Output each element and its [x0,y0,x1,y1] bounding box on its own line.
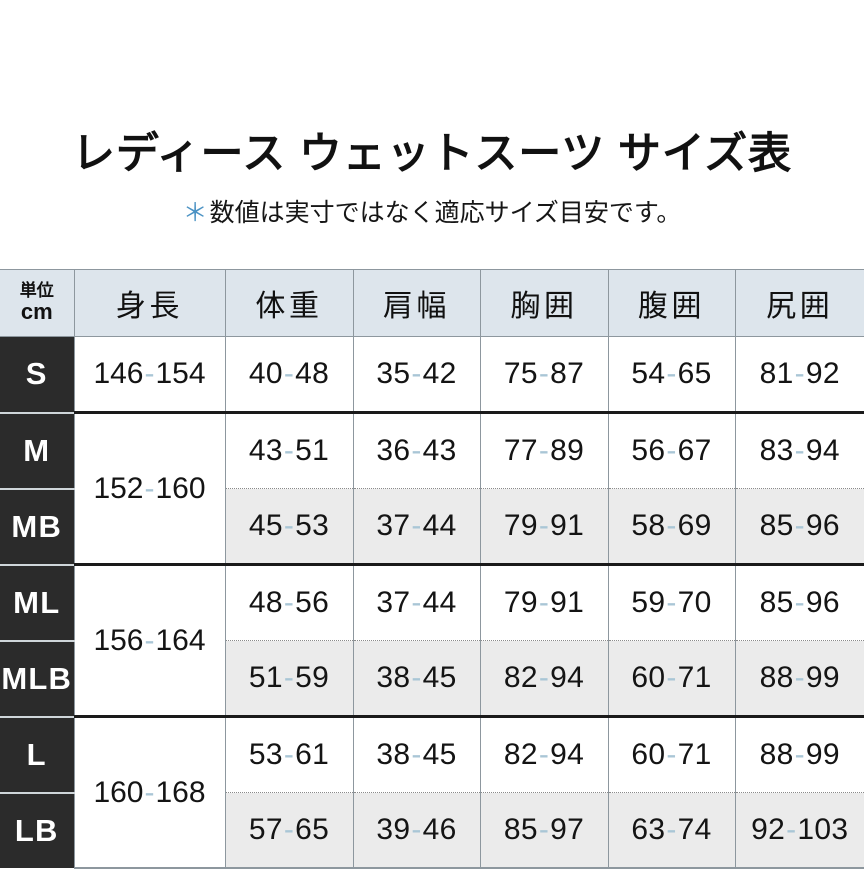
waist-range-cell: 63-74 [608,792,736,869]
waist-range-cell: 59-70 [608,564,736,641]
table-row: S 146-154 40-48 35-42 75-87 54-65 81-92 [0,336,864,414]
unit-header-cell: 単位 cm [0,269,75,337]
table-row: MLB 51-59 38-45 82-94 60-71 88-99 [0,640,864,718]
weight-range-cell: 40-48 [225,336,354,414]
unit-label-line1: 単位 [19,280,54,300]
height-range-cell: 152-160 [74,412,226,566]
asterisk-icon: ＊ [182,198,208,227]
shoulder-range-cell: 37-44 [353,564,481,641]
waist-range-cell: 56-67 [608,412,736,489]
chest-range-cell: 75-87 [480,336,609,414]
weight-range-cell: 57-65 [225,792,354,869]
height-range-cell: 160-168 [74,716,226,869]
shoulder-range-cell: 38-45 [353,716,481,793]
chest-range-cell: 79-91 [480,564,609,641]
column-header-hip: 尻囲 [735,269,864,337]
chest-range-cell: 82-94 [480,640,609,718]
table-row: M 152-160 43-51 36-43 77-89 56-67 83-94 [0,412,864,566]
shoulder-range-cell: 36-43 [353,412,481,489]
note-text: 数値は実寸ではなく適応サイズ目安です。 [209,198,682,227]
table-row: MB 45-53 37-44 79-91 58-69 85-96 [0,488,864,566]
waist-range-cell: 60-71 [608,640,736,718]
chest-range-cell: 82-94 [480,716,609,793]
column-header-height: 身長 [74,269,226,337]
table-row: ML 156-164 48-56 37-44 79-91 59-70 85-96 [0,564,864,718]
shoulder-range-cell: 37-44 [353,488,481,566]
column-header-shoulder: 肩幅 [353,269,481,337]
hip-range-cell: 92-103 [735,792,864,869]
hip-range-cell: 81-92 [735,336,864,414]
column-header-chest: 胸囲 [480,269,609,337]
size-label-mb: MB [0,488,75,566]
page-subtitle: ＊数値は実寸ではなく適応サイズ目安です。 [0,198,864,228]
weight-range-cell: 51-59 [225,640,354,718]
column-header-waist: 腹囲 [608,269,736,337]
table-head: 単位 cm 身長 体重 肩幅 胸囲 腹囲 尻囲 [0,269,864,337]
hip-range-cell: 85-96 [735,488,864,566]
size-label-ml: ML [0,564,75,642]
page-title: レディース ウェットスーツ サイズ表 [71,130,793,178]
chest-range-cell: 79-91 [480,488,609,566]
weight-range-cell: 45-53 [225,488,354,566]
hip-range-cell: 88-99 [735,716,864,793]
hip-range-cell: 83-94 [735,412,864,489]
weight-range-cell: 53-61 [225,716,354,793]
hip-range-cell: 85-96 [735,564,864,641]
size-label-l: L [0,716,75,794]
height-range-cell: 146-154 [74,336,226,414]
table-body: S 146-154 40-48 35-42 75-87 54-65 81-92 M 152-16… [0,336,864,869]
weight-range-cell: 43-51 [225,412,354,489]
size-label-mlb: MLB [0,640,75,718]
hip-range-cell: 88-99 [735,640,864,718]
size-label-lb: LB [0,792,75,868]
size-table: 単位 cm 身長 体重 肩幅 胸囲 腹囲 尻囲 S 146-154 40-48 35-… [0,269,864,869]
unit-label-line2: cm [20,299,53,325]
chest-range-cell: 85-97 [480,792,609,869]
waist-range-cell: 54-65 [608,336,736,414]
size-label-m: M [0,412,75,490]
shoulder-range-cell: 39-46 [353,792,481,869]
heading-block: レディース ウェットスーツ サイズ表 ＊数値は実寸ではなく適応サイズ目安です。 [0,128,864,228]
waist-range-cell: 60-71 [608,716,736,793]
size-label-s: S [0,336,75,414]
waist-range-cell: 58-69 [608,488,736,566]
header-row: 単位 cm 身長 体重 肩幅 胸囲 腹囲 尻囲 [0,269,864,337]
table-row: LB 57-65 39-46 85-97 63-74 92-103 [0,792,864,869]
shoulder-range-cell: 35-42 [353,336,481,414]
height-range-cell: 156-164 [74,564,226,718]
chest-range-cell: 77-89 [480,412,609,489]
table-row: L 160-168 53-61 38-45 82-94 60-71 88-99 [0,716,864,869]
shoulder-range-cell: 38-45 [353,640,481,718]
column-header-weight: 体重 [225,269,354,337]
weight-range-cell: 48-56 [225,564,354,641]
